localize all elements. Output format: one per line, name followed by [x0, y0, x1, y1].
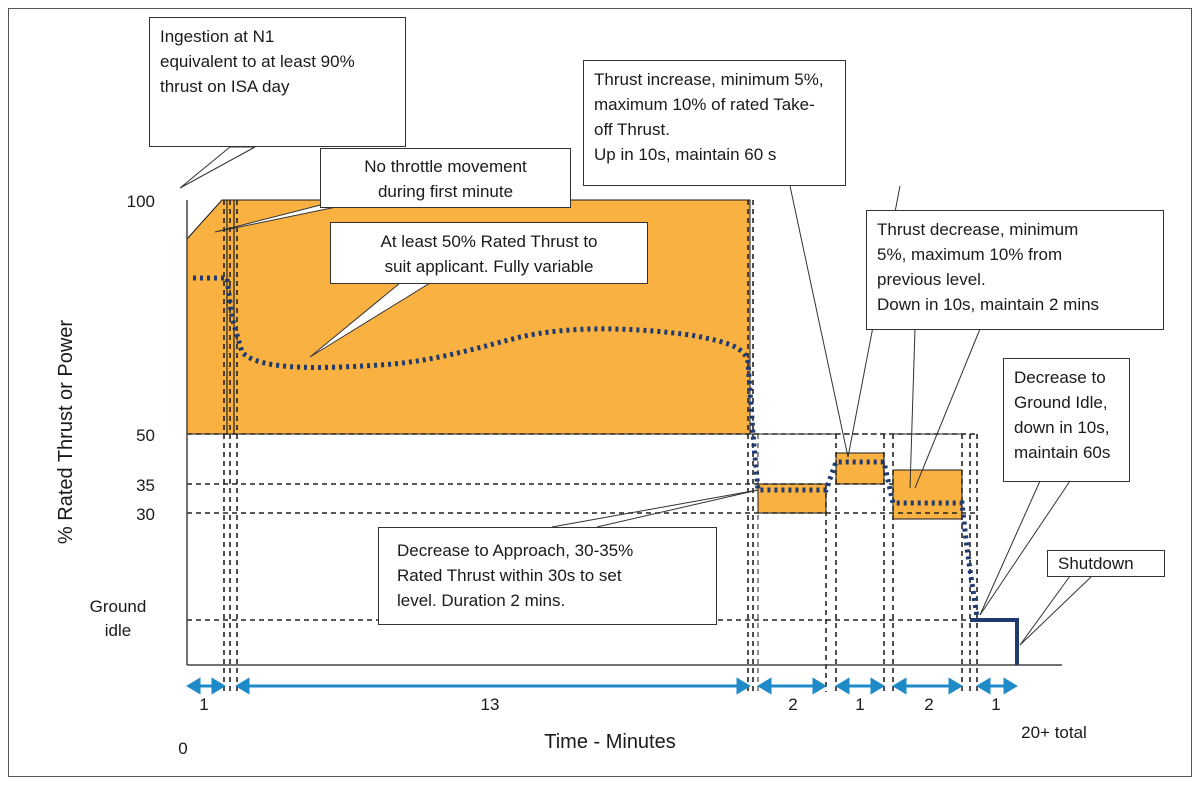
x-origin-label: 0	[178, 739, 187, 758]
duration-arrows	[186, 677, 1018, 695]
callout-ground-idle: Decrease to Ground Idle, down in 10s, ma…	[1003, 358, 1130, 482]
no-throttle-markers	[226, 200, 235, 434]
vertical-dividers	[223, 200, 978, 692]
duration-label-1: 1	[199, 695, 208, 714]
x-end-label: 20+ total	[1021, 723, 1087, 742]
callout-thrust-increase: Thrust increase, minimum 5%, maximum 10%…	[583, 60, 846, 186]
y-tick-30: 30	[136, 505, 155, 524]
y-axis-title: % Rated Thrust or Power	[55, 320, 77, 545]
increase-band	[835, 452, 885, 485]
duration-label-2a: 2	[788, 695, 797, 714]
x-axis-title: Time - Minutes	[544, 731, 676, 753]
duration-label-2b: 2	[924, 695, 933, 714]
thrust-profile-line	[193, 275, 980, 618]
figure-frame	[8, 8, 1192, 777]
callout-approach: Decrease to Approach, 30-35% Rated Thrus…	[378, 527, 717, 625]
duration-label-1c: 1	[991, 695, 1000, 714]
callout-variable: At least 50% Rated Thrust to suit applic…	[330, 222, 648, 284]
decrease-band	[892, 469, 963, 520]
y-tick-50: 50	[136, 426, 155, 445]
callout-ingestion: Ingestion at N1 equivalent to at least 9…	[149, 17, 406, 147]
duration-label-13: 13	[481, 695, 500, 714]
duration-label-1b: 1	[855, 695, 864, 714]
y-tick-ground-idle-line2: idle	[105, 621, 131, 640]
y-tick-ground-idle-line1: Ground	[90, 597, 147, 616]
y-tick-100: 100	[127, 192, 155, 211]
callout-no-throttle: No throttle movement during first minute	[320, 148, 571, 208]
y-tick-35: 35	[136, 476, 155, 495]
shutdown-line	[970, 618, 1019, 665]
callout-thrust-decrease: Thrust decrease, minimum 5%, maximum 10%…	[866, 210, 1164, 330]
callout-shutdown: Shutdown	[1047, 550, 1165, 577]
